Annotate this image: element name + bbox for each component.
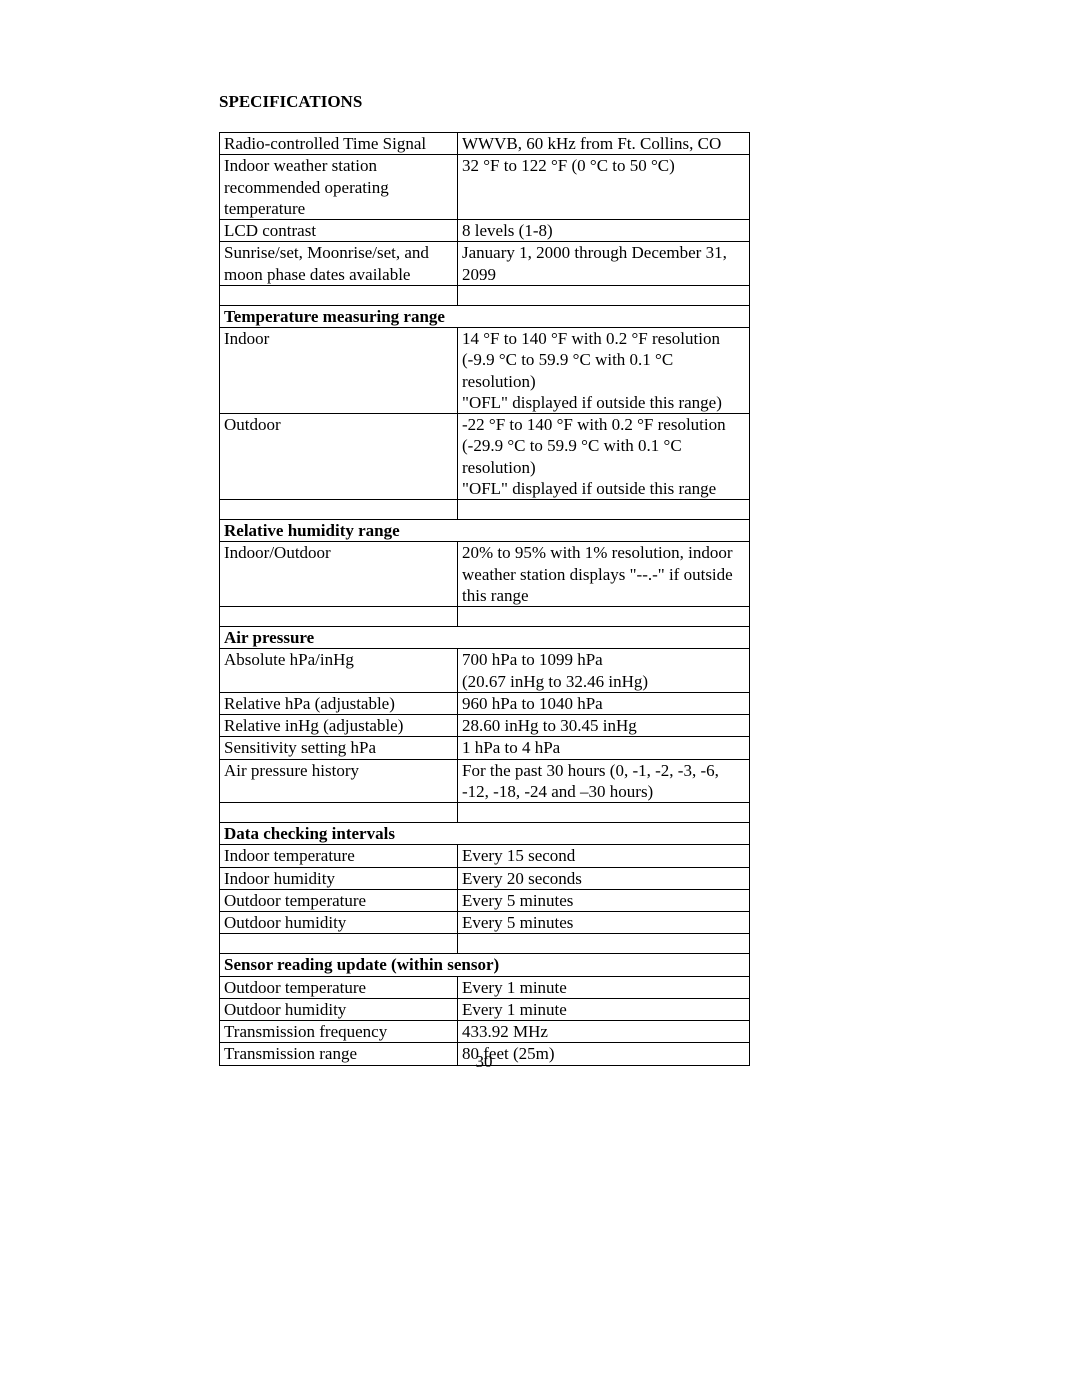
spec-value: Every 1 minute xyxy=(458,998,750,1020)
spec-value: 700 hPa to 1099 hPa (20.67 inHg to 32.46… xyxy=(458,649,750,693)
table-row: Absolute hPa/inHg700 hPa to 1099 hPa (20… xyxy=(220,649,750,693)
spec-label: Air pressure history xyxy=(220,759,458,803)
spacer-cell xyxy=(458,803,750,823)
spec-value: Every 20 seconds xyxy=(458,867,750,889)
table-row: LCD contrast8 levels (1-8) xyxy=(220,220,750,242)
spacer-cell xyxy=(220,607,458,627)
spec-value: 28.60 inHg to 30.45 inHg xyxy=(458,715,750,737)
section-header: Air pressure xyxy=(220,627,750,649)
spec-label: Absolute hPa/inHg xyxy=(220,649,458,693)
spec-label: Indoor/Outdoor xyxy=(220,542,458,607)
table-row: Indoor temperatureEvery 15 second xyxy=(220,845,750,867)
spec-value: 14 °F to 140 °F with 0.2 °F resolution (… xyxy=(458,328,750,414)
spec-label: LCD contrast xyxy=(220,220,458,242)
table-row: Indoor weather station recommended opera… xyxy=(220,155,750,220)
spacer-cell xyxy=(458,607,750,627)
page-number: 30 xyxy=(219,1052,749,1072)
spec-value: For the past 30 hours (0, -1, -2, -3, -6… xyxy=(458,759,750,803)
table-row: Outdoor humidityEvery 5 minutes xyxy=(220,912,750,934)
spec-label: Relative hPa (adjustable) xyxy=(220,692,458,714)
spec-value: -22 °F to 140 °F with 0.2 °F resolution … xyxy=(458,414,750,500)
table-row: Temperature measuring range xyxy=(220,305,750,327)
spec-value: Every 5 minutes xyxy=(458,912,750,934)
spec-value: 433.92 MHz xyxy=(458,1021,750,1043)
spec-value: Every 1 minute xyxy=(458,976,750,998)
spec-label: Transmission frequency xyxy=(220,1021,458,1043)
table-row: Data checking intervals xyxy=(220,823,750,845)
spec-value: Every 5 minutes xyxy=(458,889,750,911)
spec-table: Radio-controlled Time SignalWWVB, 60 kHz… xyxy=(219,132,750,1066)
table-row: Indoor14 °F to 140 °F with 0.2 °F resolu… xyxy=(220,328,750,414)
table-row: Transmission frequency433.92 MHz xyxy=(220,1021,750,1043)
table-row: Outdoor temperatureEvery 1 minute xyxy=(220,976,750,998)
table-row: Indoor/Outdoor20% to 95% with 1% resolut… xyxy=(220,542,750,607)
table-row xyxy=(220,500,750,520)
table-row xyxy=(220,934,750,954)
spec-value: WWVB, 60 kHz from Ft. Collins, CO xyxy=(458,133,750,155)
table-row: Air pressure historyFor the past 30 hour… xyxy=(220,759,750,803)
spec-label: Indoor xyxy=(220,328,458,414)
spec-value: 8 levels (1-8) xyxy=(458,220,750,242)
table-row xyxy=(220,285,750,305)
spacer-cell xyxy=(220,285,458,305)
spec-label: Outdoor xyxy=(220,414,458,500)
table-row: Sensor reading update (within sensor) xyxy=(220,954,750,976)
spec-value: 20% to 95% with 1% resolution, indoor we… xyxy=(458,542,750,607)
spec-value: Every 15 second xyxy=(458,845,750,867)
table-row: Sensitivity setting hPa1 hPa to 4 hPa xyxy=(220,737,750,759)
page-title: SPECIFICATIONS xyxy=(219,92,749,112)
section-header: Sensor reading update (within sensor) xyxy=(220,954,750,976)
table-row: Outdoor temperatureEvery 5 minutes xyxy=(220,889,750,911)
table-row xyxy=(220,803,750,823)
spec-label: Outdoor humidity xyxy=(220,998,458,1020)
spacer-cell xyxy=(458,500,750,520)
spacer-cell xyxy=(458,934,750,954)
table-row: Indoor humidityEvery 20 seconds xyxy=(220,867,750,889)
spacer-cell xyxy=(220,934,458,954)
section-header: Temperature measuring range xyxy=(220,305,750,327)
table-row: Outdoor-22 °F to 140 °F with 0.2 °F reso… xyxy=(220,414,750,500)
table-row: Radio-controlled Time SignalWWVB, 60 kHz… xyxy=(220,133,750,155)
spec-label: Radio-controlled Time Signal xyxy=(220,133,458,155)
spec-label: Outdoor temperature xyxy=(220,889,458,911)
spec-value: January 1, 2000 through December 31, 209… xyxy=(458,242,750,286)
spacer-cell xyxy=(458,285,750,305)
spec-label: Relative inHg (adjustable) xyxy=(220,715,458,737)
section-header: Relative humidity range xyxy=(220,520,750,542)
spec-label: Indoor weather station recommended opera… xyxy=(220,155,458,220)
table-row: Sunrise/set, Moonrise/set, and moon phas… xyxy=(220,242,750,286)
spec-value: 32 °F to 122 °F (0 °C to 50 °C) xyxy=(458,155,750,220)
spec-label: Indoor temperature xyxy=(220,845,458,867)
table-row: Air pressure xyxy=(220,627,750,649)
spec-label: Sunrise/set, Moonrise/set, and moon phas… xyxy=(220,242,458,286)
spec-value: 1 hPa to 4 hPa xyxy=(458,737,750,759)
table-row xyxy=(220,607,750,627)
spec-value: 960 hPa to 1040 hPa xyxy=(458,692,750,714)
spacer-cell xyxy=(220,500,458,520)
table-row: Relative inHg (adjustable)28.60 inHg to … xyxy=(220,715,750,737)
spacer-cell xyxy=(220,803,458,823)
table-row: Outdoor humidityEvery 1 minute xyxy=(220,998,750,1020)
spec-label: Indoor humidity xyxy=(220,867,458,889)
section-header: Data checking intervals xyxy=(220,823,750,845)
spec-label: Outdoor temperature xyxy=(220,976,458,998)
table-row: Relative hPa (adjustable)960 hPa to 1040… xyxy=(220,692,750,714)
spec-label: Sensitivity setting hPa xyxy=(220,737,458,759)
table-row: Relative humidity range xyxy=(220,520,750,542)
spec-label: Outdoor humidity xyxy=(220,912,458,934)
